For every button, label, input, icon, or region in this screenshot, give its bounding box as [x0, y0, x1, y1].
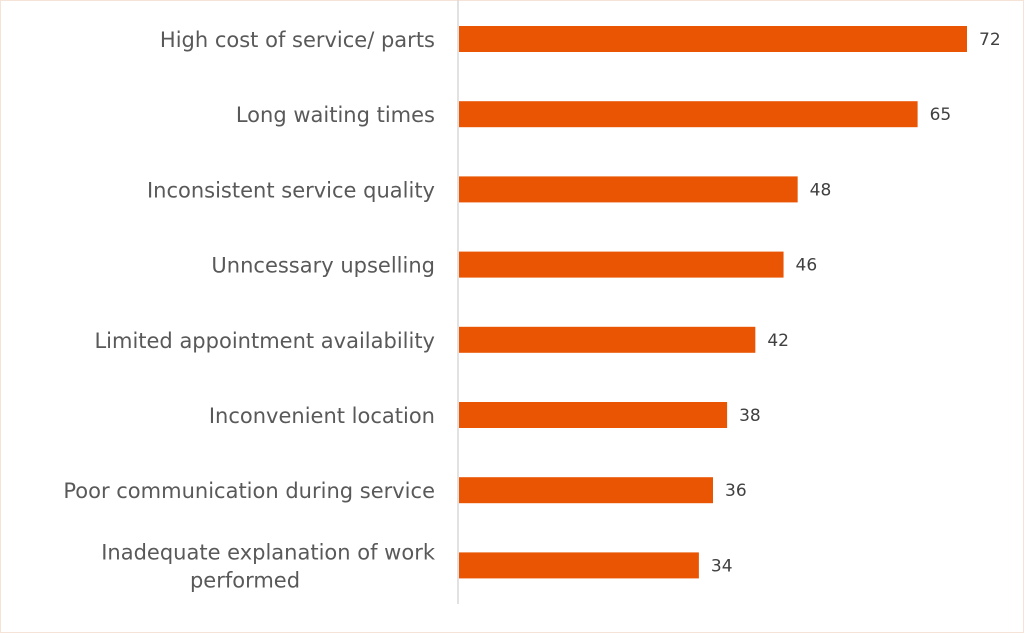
value-label-0: 72: [979, 30, 1001, 50]
category-label-5: Inconvenient location: [209, 404, 435, 428]
value-label-7: 34: [711, 556, 733, 576]
category-label-2: Inconsistent service quality: [147, 178, 435, 202]
value-label-3: 46: [796, 256, 818, 276]
bar-4: [459, 326, 756, 353]
category-label-7: Inadequate explanation of work performed: [101, 540, 436, 592]
value-label-6: 36: [725, 481, 747, 501]
bar-0: [459, 26, 967, 52]
value-label-4: 42: [767, 331, 789, 351]
value-label-1: 65: [930, 105, 952, 125]
bars-group: [459, 26, 967, 579]
bar-5: [459, 402, 728, 428]
value-labels-group: 72 65 48 46 42 38 36 34: [711, 30, 1001, 576]
category-label-1: Long waiting times: [236, 103, 435, 127]
category-label-6: Poor communication during service: [63, 479, 435, 503]
bar-6: [459, 477, 713, 504]
bar-7: [459, 552, 699, 579]
category-labels-group: High cost of service/ parts Long waiting …: [63, 28, 435, 592]
bar-3: [459, 251, 784, 278]
value-label-2: 48: [810, 180, 832, 200]
value-label-5: 38: [739, 406, 761, 426]
bar-1: [459, 101, 918, 128]
category-label-0: High cost of service/ parts: [160, 28, 435, 52]
category-label-4: Limited appointment availability: [94, 329, 435, 353]
category-label-3: Unncessary upselling: [211, 254, 435, 278]
bar-2: [459, 176, 798, 203]
